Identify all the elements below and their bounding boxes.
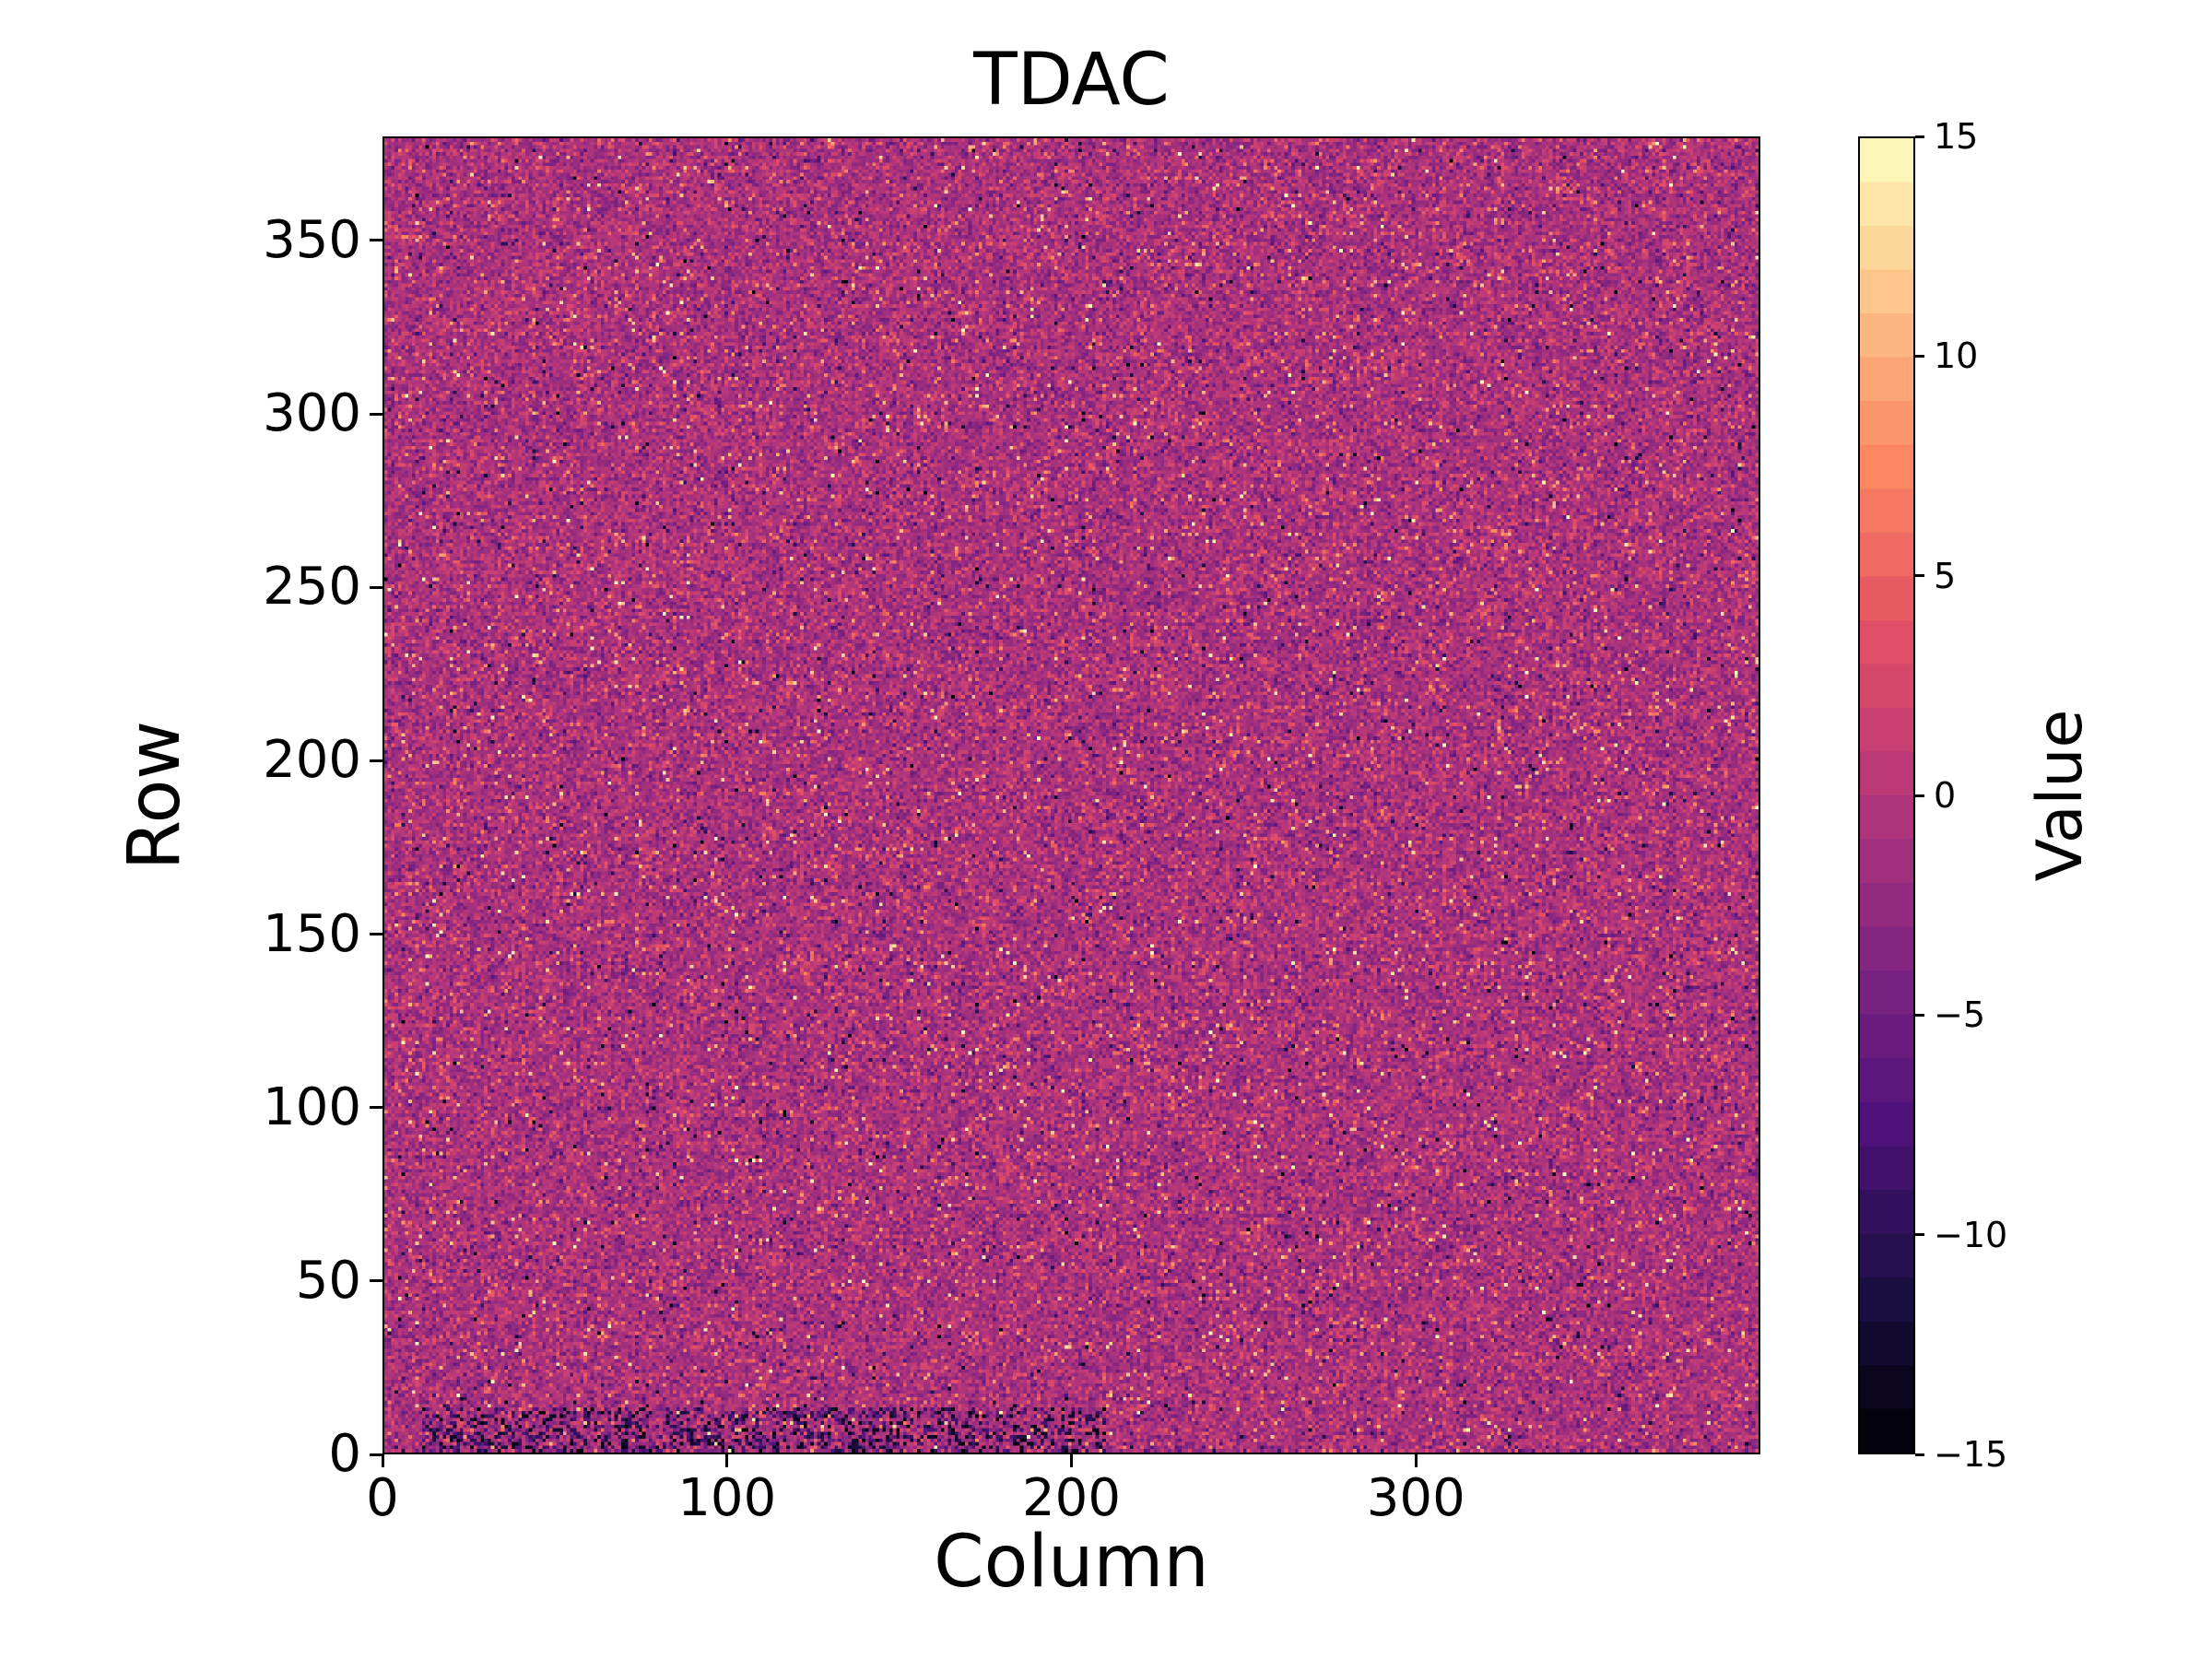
y-tick-mark <box>370 412 382 416</box>
y-tick-mark <box>370 1453 382 1456</box>
colorbar-tick-mark <box>1915 794 1924 797</box>
x-tick-label: 200 <box>1022 1468 1121 1528</box>
y-tick-label: 300 <box>263 383 361 444</box>
y-tick-label: 50 <box>295 1250 361 1311</box>
y-tick-mark <box>370 1279 382 1283</box>
chart-title: TDAC <box>973 39 1170 122</box>
colorbar-tick-mark <box>1915 574 1924 578</box>
x-axis-label: Column <box>934 1521 1209 1604</box>
colorbar-tick-label: 10 <box>1934 335 1979 377</box>
x-tick-mark <box>725 1454 729 1467</box>
colorbar-tick-mark <box>1915 354 1924 358</box>
x-tick-mark <box>1070 1454 1073 1467</box>
x-tick-label: 100 <box>677 1468 777 1528</box>
colorbar-tick-label: 0 <box>1934 775 1957 816</box>
y-tick-label: 250 <box>263 557 361 618</box>
plot-area <box>382 136 1760 1454</box>
colorbar <box>1858 136 1915 1454</box>
colorbar-label: Value <box>2024 709 2097 882</box>
colorbar-tick-label: 5 <box>1934 555 1957 596</box>
x-tick-label: 300 <box>1366 1468 1465 1528</box>
y-tick-mark <box>370 239 382 242</box>
heatmap-canvas <box>384 138 1759 1453</box>
y-tick-label: 350 <box>263 209 361 270</box>
colorbar-canvas <box>1860 138 1913 1453</box>
colorbar-tick-mark <box>1915 1453 1924 1456</box>
colorbar-tick-mark <box>1915 1233 1924 1237</box>
y-tick-mark <box>370 759 382 762</box>
y-tick-label: 0 <box>328 1424 361 1484</box>
y-tick-mark <box>370 1106 382 1110</box>
colorbar-tick-mark <box>1915 135 1924 138</box>
colorbar-tick-mark <box>1915 1013 1924 1017</box>
y-tick-label: 150 <box>263 903 361 964</box>
y-tick-label: 200 <box>263 730 361 791</box>
colorbar-tick-label: 15 <box>1934 116 1979 157</box>
colorbar-tick-label: −10 <box>1934 1214 2008 1255</box>
colorbar-tick-label: −15 <box>1934 1434 2008 1475</box>
y-tick-mark <box>370 585 382 589</box>
y-tick-label: 100 <box>263 1077 361 1137</box>
x-tick-mark <box>1414 1454 1418 1467</box>
x-tick-label: 0 <box>366 1468 399 1528</box>
y-tick-mark <box>370 933 382 936</box>
x-tick-mark <box>381 1454 384 1467</box>
colorbar-tick-label: −5 <box>1934 994 1986 1036</box>
